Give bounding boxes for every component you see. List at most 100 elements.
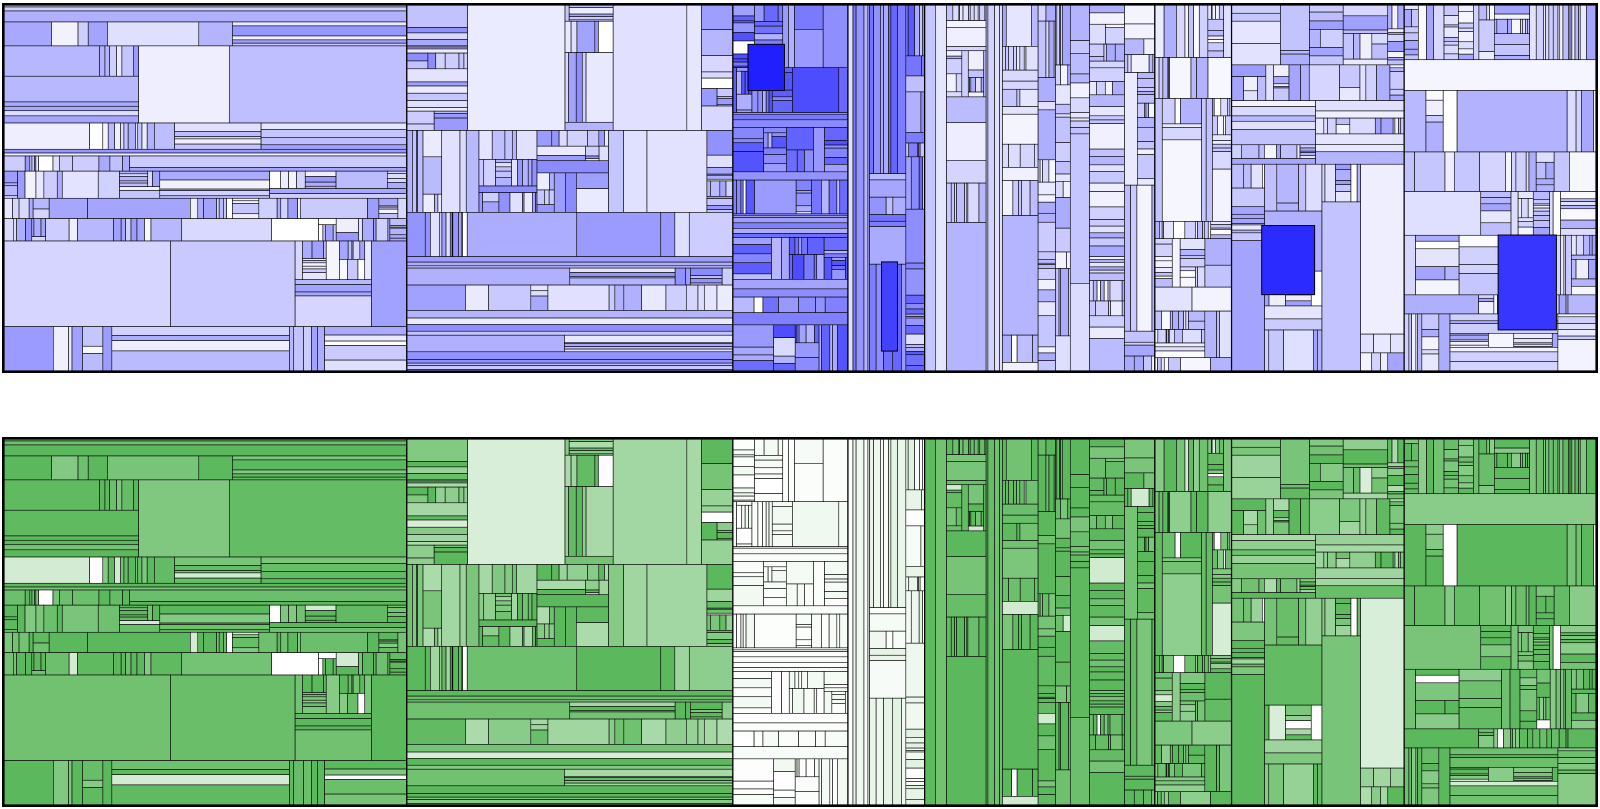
treemap-cell	[1042, 593, 1050, 617]
treemap-cell	[1183, 744, 1187, 764]
treemap-cell	[1213, 532, 1222, 551]
treemap-cell	[1486, 4, 1490, 21]
treemap-cell	[1288, 498, 1301, 535]
treemap-cell	[1055, 576, 1071, 596]
treemap-cell	[1069, 120, 1090, 128]
treemap-cell	[946, 461, 987, 481]
treemap-cell	[1315, 567, 1405, 579]
treemap-cell	[3, 674, 171, 761]
treemap-cell	[17, 170, 26, 199]
treemap-cell	[1207, 484, 1224, 492]
treemap-cell	[847, 4, 854, 372]
treemap-cell	[1018, 180, 1022, 216]
treemap-cell	[1037, 786, 1056, 795]
treemap-cell	[829, 324, 833, 372]
treemap-cell	[1002, 480, 1006, 505]
treemap-cell	[1557, 773, 1597, 806]
treemap-cell	[869, 226, 907, 265]
treemap-cell	[1121, 734, 1125, 751]
treemap-cell	[1510, 728, 1513, 749]
treemap-cell	[1002, 438, 1007, 481]
treemap-cell	[1231, 666, 1265, 675]
treemap-cell	[427, 486, 437, 504]
treemap-cell	[152, 604, 161, 621]
treemap-cell	[1231, 106, 1316, 117]
treemap-cell	[97, 604, 120, 633]
treemap-cell	[536, 155, 586, 162]
treemap-cell	[777, 438, 784, 456]
treemap-cell	[1231, 578, 1242, 593]
treemap-cell	[1449, 795, 1559, 806]
treemap-cell	[732, 213, 849, 217]
treemap-cell	[386, 604, 408, 608]
treemap-cell	[1154, 238, 1173, 245]
treemap-cell	[1268, 763, 1284, 806]
treemap-cell	[1037, 735, 1056, 751]
treemap-cell	[1179, 700, 1196, 706]
treemap-cell	[232, 476, 408, 481]
treemap-cell	[1494, 33, 1530, 45]
treemap-cell	[869, 220, 907, 227]
treemap-cell	[43, 604, 58, 633]
treemap-cell	[1387, 57, 1405, 61]
treemap-cell	[598, 130, 605, 147]
treemap-cell	[1163, 221, 1174, 239]
treemap-cell	[1560, 639, 1597, 644]
treemap-cell	[1219, 310, 1232, 359]
treemap-cell	[905, 344, 925, 348]
treemap-cell	[570, 454, 578, 487]
treemap-cell	[1127, 54, 1132, 73]
treemap-cell	[1124, 778, 1156, 791]
treemap-cell	[1231, 498, 1267, 511]
treemap-cell	[406, 32, 468, 40]
treemap-cell	[690, 716, 723, 720]
treemap-cell	[1507, 18, 1512, 34]
treemap-cell	[1509, 668, 1521, 730]
treemap-cell	[706, 167, 734, 175]
treemap-cell	[818, 758, 822, 806]
treemap-cell	[744, 504, 749, 529]
treemap-cell	[406, 502, 468, 517]
treemap-cell	[1089, 4, 1125, 14]
treemap-cell	[564, 780, 734, 784]
treemap-cell	[1356, 597, 1361, 637]
treemap-cell	[232, 469, 408, 475]
treemap-cell	[269, 604, 281, 623]
treemap-cell	[311, 760, 318, 806]
treemap-cell	[1019, 143, 1035, 168]
treemap-cell	[1137, 551, 1156, 562]
treemap-cell	[732, 438, 755, 451]
treemap-cell	[373, 652, 377, 676]
treemap-cell	[751, 501, 759, 547]
treemap-cell	[869, 263, 877, 372]
treemap-cell	[3, 652, 14, 676]
treemap-cell	[1443, 37, 1459, 42]
treemap-cell	[564, 346, 734, 350]
treemap-cell	[568, 16, 614, 21]
treemap-cell	[1494, 55, 1530, 61]
treemap-cell	[1060, 64, 1069, 86]
treemap-cell	[1231, 20, 1281, 44]
treemap-cell	[463, 52, 468, 70]
treemap-cell	[1421, 783, 1440, 789]
treemap-cell	[422, 130, 443, 158]
treemap-cell	[1089, 272, 1125, 281]
treemap-cell	[427, 52, 437, 70]
treemap-cell	[795, 205, 812, 212]
treemap-cell	[732, 487, 755, 494]
treemap-cell	[1571, 688, 1597, 694]
treemap-cell	[458, 486, 465, 504]
treemap-cell	[1055, 251, 1067, 269]
treemap-cell	[1210, 655, 1232, 659]
treemap-cell	[690, 275, 723, 279]
treemap-cell	[569, 267, 676, 273]
treemap-cell	[1185, 310, 1189, 330]
treemap-cell	[335, 218, 359, 233]
treemap-cell	[1300, 498, 1310, 535]
treemap-cell	[1184, 221, 1196, 239]
treemap-cell	[1089, 703, 1125, 708]
treemap-cell	[1525, 151, 1530, 192]
treemap-cell	[946, 160, 987, 184]
treemap-cell	[1458, 482, 1474, 489]
treemap-cell	[905, 262, 925, 270]
